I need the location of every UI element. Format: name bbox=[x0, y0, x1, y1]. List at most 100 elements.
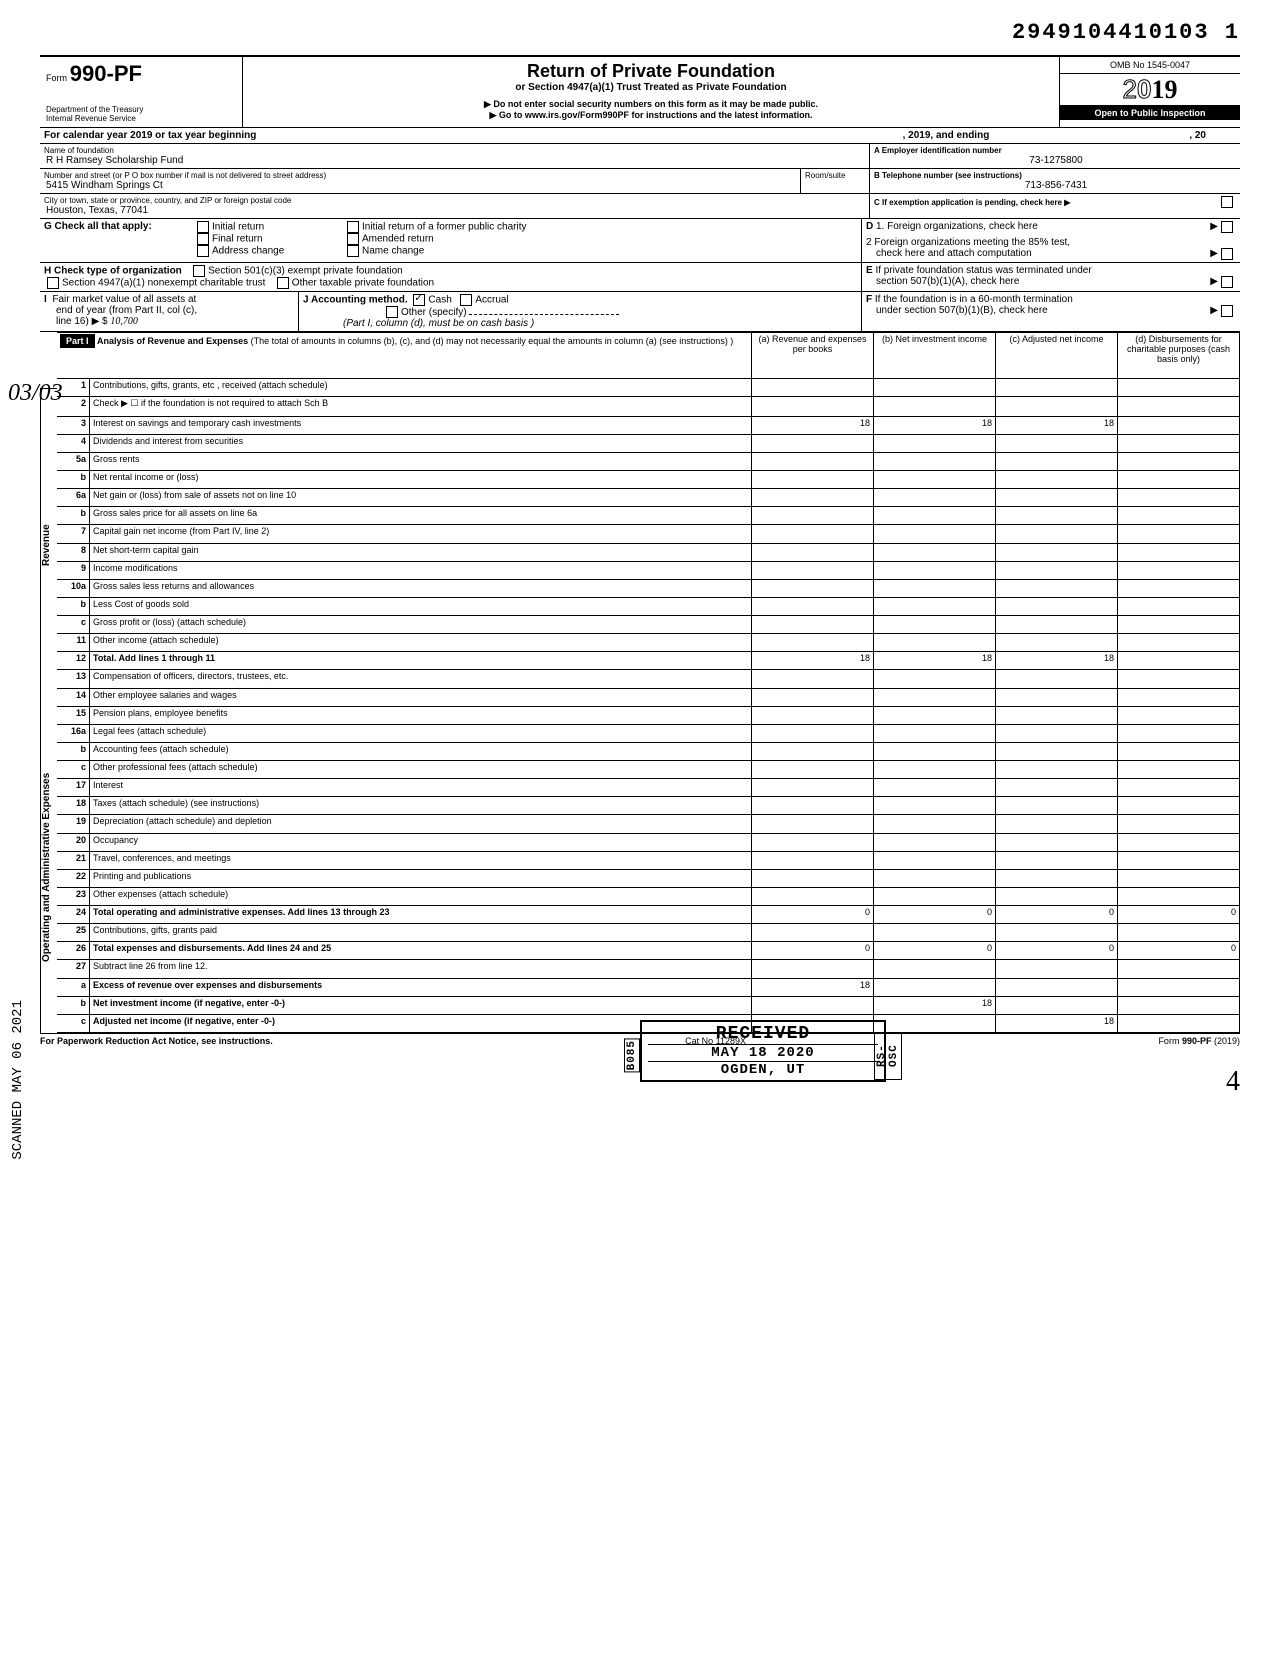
city-label: City or town, state or province, country… bbox=[44, 196, 865, 205]
table-row: aExcess of revenue over expenses and dis… bbox=[57, 978, 1240, 996]
part1-title: Analysis of Revenue and Expenses bbox=[97, 336, 248, 346]
table-row: 11Other income (attach schedule) bbox=[57, 634, 1240, 652]
table-row: 26Total expenses and disbursements. Add … bbox=[57, 942, 1240, 960]
j-other-checkbox[interactable] bbox=[386, 306, 398, 318]
j-cash-checkbox[interactable] bbox=[413, 294, 425, 306]
form-title: Return of Private Foundation bbox=[249, 61, 1053, 82]
table-row: 15Pension plans, employee benefits bbox=[57, 706, 1240, 724]
table-row: 7Capital gain net income (from Part IV, … bbox=[57, 525, 1240, 543]
h-other-checkbox[interactable] bbox=[277, 277, 289, 289]
table-row: 6aNet gain or (loss) from sale of assets… bbox=[57, 489, 1240, 507]
g-address-checkbox[interactable] bbox=[197, 245, 209, 257]
j-label: J Accounting method. bbox=[303, 295, 408, 306]
table-row: cGross profit or (loss) (attach schedule… bbox=[57, 616, 1240, 634]
table-row: 8Net short-term capital gain bbox=[57, 543, 1240, 561]
form-prefix: Form bbox=[46, 73, 67, 83]
g-initial-checkbox[interactable] bbox=[197, 221, 209, 233]
i-l3: line 16) ▶ $ bbox=[44, 316, 108, 327]
scanned-stamp: SCANNED MAY 06 2021 bbox=[10, 1000, 26, 1160]
table-row: 18Taxes (attach schedule) (see instructi… bbox=[57, 797, 1240, 815]
i-note: (Part I, column (d), must be on cash bas… bbox=[303, 318, 534, 329]
document-id: 2949104410103 1 bbox=[40, 20, 1240, 45]
street-address: 5415 Windham Springs Ct bbox=[44, 180, 796, 191]
d2b-label: check here and attach computation bbox=[866, 248, 1032, 260]
footer-left: For Paperwork Reduction Act Notice, see … bbox=[40, 1036, 273, 1046]
inspection-notice: Open to Public Inspection bbox=[1060, 106, 1240, 120]
analysis-table: Part I Analysis of Revenue and Expenses … bbox=[57, 332, 1240, 1033]
e-l2: section 507(b)(1)(A), check here bbox=[866, 276, 1019, 288]
stamp-side1: B085 bbox=[624, 1038, 640, 1072]
h-opt-501c3: Section 501(c)(3) exempt private foundat… bbox=[208, 266, 403, 277]
g-opt-former: Initial return of a former public charit… bbox=[362, 222, 527, 233]
col-b-header: (b) Net investment income bbox=[874, 333, 996, 379]
col-a-header: (a) Revenue and expenses per books bbox=[752, 333, 874, 379]
j-cash: Cash bbox=[428, 295, 451, 306]
g-label: G Check all that apply: bbox=[44, 221, 194, 260]
d1-checkbox[interactable] bbox=[1221, 221, 1233, 233]
table-row: 19Depreciation (attach schedule) and dep… bbox=[57, 815, 1240, 833]
j-accrual-checkbox[interactable] bbox=[460, 294, 472, 306]
g-opt-final: Final return bbox=[212, 234, 263, 245]
phone: 713-856-7431 bbox=[874, 180, 1236, 191]
i-l1: Fair market value of all assets at bbox=[52, 294, 196, 305]
table-row: 3Interest on savings and temporary cash … bbox=[57, 416, 1240, 434]
cal-year-end: , 20 bbox=[1189, 130, 1206, 141]
g-final-checkbox[interactable] bbox=[197, 233, 209, 245]
box-c-label: C If exemption application is pending, c… bbox=[874, 198, 1070, 207]
footer-right: Form 990-PF (2019) bbox=[1158, 1036, 1240, 1046]
e-l1: If private foundation status was termina… bbox=[875, 265, 1091, 276]
revenue-side-label: Revenue bbox=[40, 389, 57, 701]
col-d-header: (d) Disbursements for charitable purpose… bbox=[1118, 333, 1240, 379]
table-row: 20Occupancy bbox=[57, 833, 1240, 851]
table-row: 12Total. Add lines 1 through 11181818 bbox=[57, 652, 1240, 670]
box-b-label: B Telephone number (see instructions) bbox=[874, 171, 1236, 180]
g-opt-amended: Amended return bbox=[362, 234, 434, 245]
part1-sub: (The total of amounts in columns (b), (c… bbox=[251, 336, 734, 346]
cal-year-label: For calendar year 2019 or tax year begin… bbox=[44, 130, 256, 141]
g-former-checkbox[interactable] bbox=[347, 221, 359, 233]
table-row: 14Other employee salaries and wages bbox=[57, 688, 1240, 706]
i-l2: end of year (from Part II, col (c), bbox=[44, 305, 197, 316]
g-opt-name: Name change bbox=[362, 246, 424, 257]
ein: 73-1275800 bbox=[874, 155, 1236, 166]
table-row: 13Compensation of officers, directors, t… bbox=[57, 670, 1240, 688]
f-l2: under section 507(b)(1)(B), check here bbox=[866, 305, 1048, 317]
box-c-checkbox[interactable] bbox=[1221, 196, 1233, 208]
j-accrual: Accrual bbox=[475, 295, 508, 306]
j-other: Other (specify) bbox=[401, 307, 467, 318]
g-name-checkbox[interactable] bbox=[347, 245, 359, 257]
table-row: bGross sales price for all assets on lin… bbox=[57, 507, 1240, 525]
table-row: bAccounting fees (attach schedule) bbox=[57, 742, 1240, 760]
table-row: cOther professional fees (attach schedul… bbox=[57, 761, 1240, 779]
table-row: 22Printing and publications bbox=[57, 869, 1240, 887]
form-note1: ▶ Do not enter social security numbers o… bbox=[249, 99, 1053, 110]
h-501c3-checkbox[interactable] bbox=[193, 265, 205, 277]
h-4947-checkbox[interactable] bbox=[47, 277, 59, 289]
part1-tag: Part I bbox=[60, 334, 95, 348]
table-row: 17Interest bbox=[57, 779, 1240, 797]
d2-checkbox[interactable] bbox=[1221, 248, 1233, 260]
form-note2: ▶ Go to www.irs.gov/Form990PF for instru… bbox=[249, 110, 1053, 121]
table-row: 1Contributions, gifts, grants, etc , rec… bbox=[57, 379, 1240, 397]
foundation-name: R H Ramsey Scholarship Fund bbox=[44, 155, 865, 166]
dept-treasury: Department of the Treasury bbox=[46, 105, 236, 114]
expenses-side-label: Operating and Administrative Expenses bbox=[40, 701, 57, 1033]
table-row: 23Other expenses (attach schedule) bbox=[57, 887, 1240, 905]
d2a-label: 2 Foreign organizations meeting the 85% … bbox=[866, 237, 1070, 248]
table-row: 10aGross sales less returns and allowanc… bbox=[57, 579, 1240, 597]
table-row: 16aLegal fees (attach schedule) bbox=[57, 724, 1240, 742]
g-amended-checkbox[interactable] bbox=[347, 233, 359, 245]
f-checkbox[interactable] bbox=[1221, 305, 1233, 317]
h-label: H Check type of organization bbox=[44, 266, 182, 277]
table-row: 9Income modifications bbox=[57, 561, 1240, 579]
e-checkbox[interactable] bbox=[1221, 276, 1233, 288]
omb-number: OMB No 1545-0047 bbox=[1060, 57, 1240, 74]
table-row: bNet rental income or (loss) bbox=[57, 471, 1240, 489]
form-header: Form 990-PF Department of the Treasury I… bbox=[40, 55, 1240, 128]
city-state-zip: Houston, Texas, 77041 bbox=[44, 205, 865, 216]
form-number: 990-PF bbox=[70, 61, 142, 86]
cal-year-mid: , 2019, and ending bbox=[903, 130, 990, 141]
table-row: 24Total operating and administrative exp… bbox=[57, 906, 1240, 924]
calendar-year-row: For calendar year 2019 or tax year begin… bbox=[40, 128, 1240, 144]
tax-year: 201919 bbox=[1060, 74, 1240, 106]
